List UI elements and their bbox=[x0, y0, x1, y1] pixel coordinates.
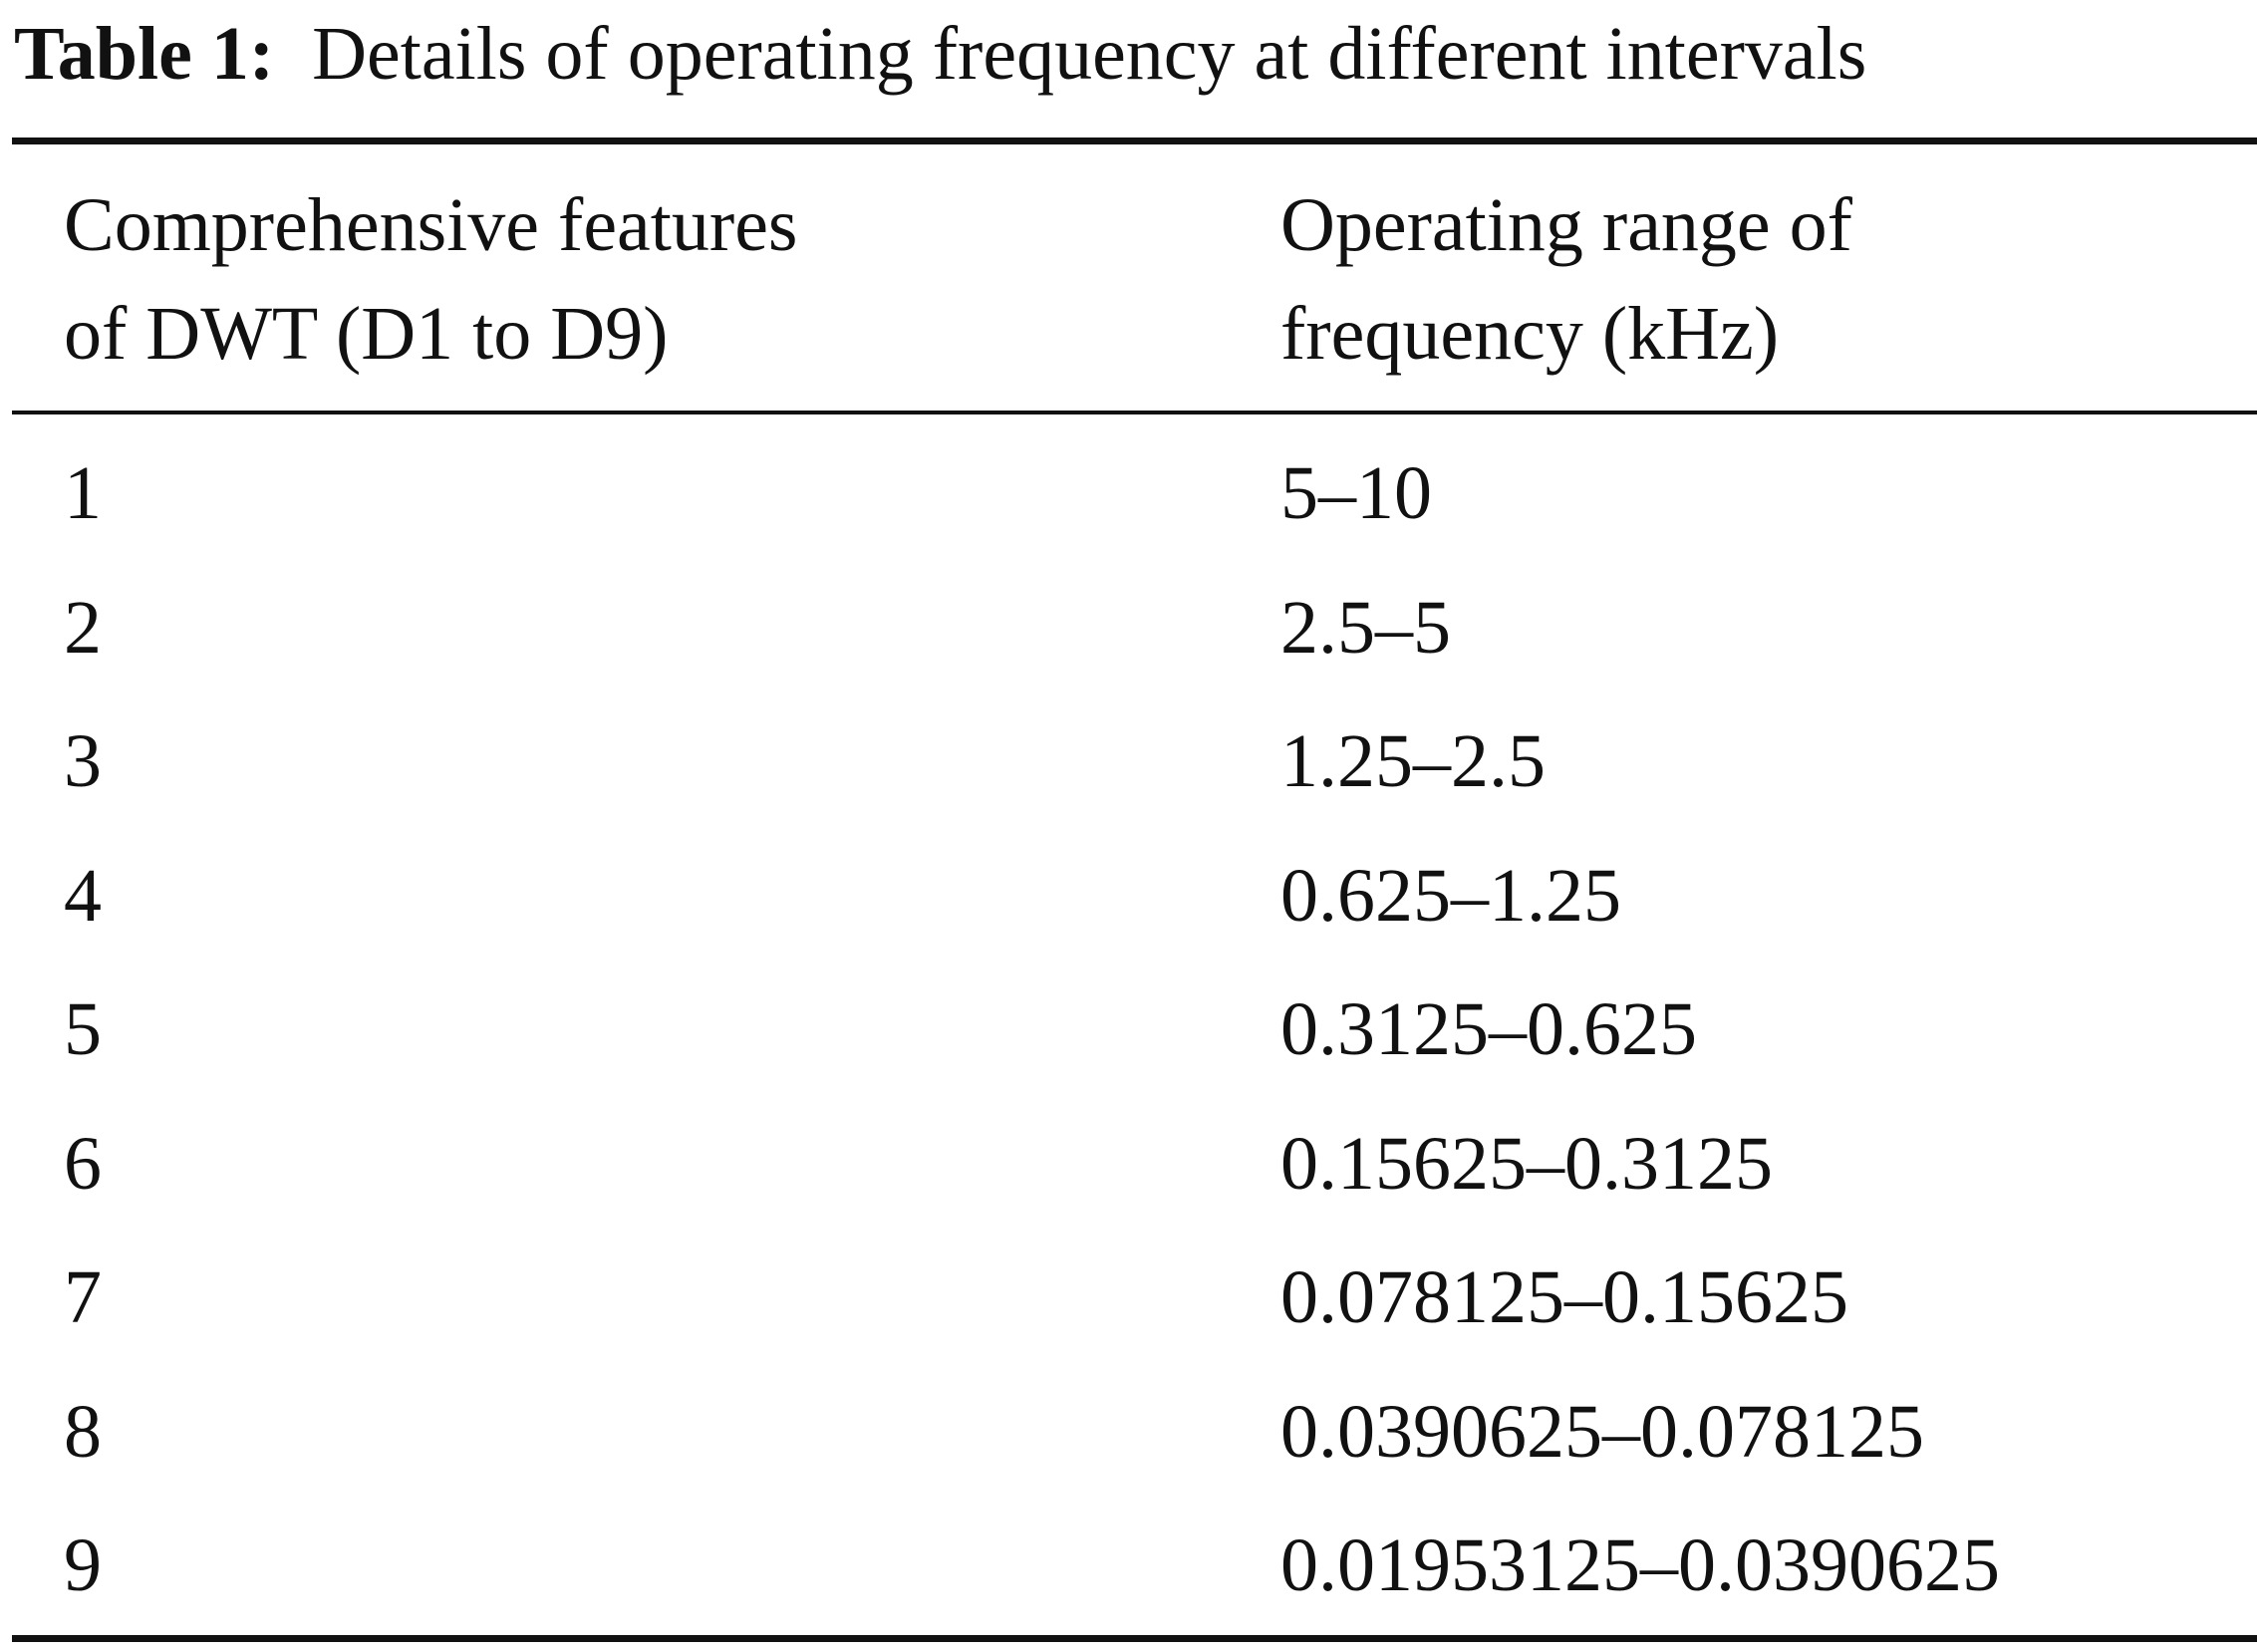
table-cell-frequency: 1.25–2.5 bbox=[1280, 719, 1546, 803]
table-caption: Table 1: Details of operating frequency … bbox=[14, 6, 2246, 102]
table-cell-feature: 9 bbox=[64, 1523, 102, 1607]
table-cell-feature: 5 bbox=[64, 987, 102, 1071]
table-cell-frequency: 2.5–5 bbox=[1280, 585, 1451, 670]
table-cell-frequency: 0.0390625–0.078125 bbox=[1280, 1389, 1924, 1474]
table-cell-feature: 2 bbox=[64, 585, 102, 670]
table-caption-text: Details of operating frequency at differ… bbox=[312, 12, 1867, 96]
table-row: 7 0.078125–0.15625 bbox=[0, 1231, 2257, 1365]
table-cell-frequency: 5–10 bbox=[1280, 451, 1432, 535]
table-top-rule bbox=[12, 138, 2257, 144]
table-bottom-rule bbox=[12, 1635, 2257, 1642]
table-cell-feature: 6 bbox=[64, 1121, 102, 1206]
table-cell-frequency: 0.15625–0.3125 bbox=[1280, 1121, 1773, 1206]
table-cell-frequency: 0.078125–0.15625 bbox=[1280, 1255, 1848, 1339]
table-row: 4 0.625–1.25 bbox=[0, 829, 2257, 964]
column-header-line: of DWT (D1 to D9) bbox=[64, 292, 669, 376]
table-cell-frequency: 0.01953125–0.0390625 bbox=[1280, 1523, 2000, 1607]
table-row: 2 2.5–5 bbox=[0, 561, 2257, 695]
table-cell-frequency: 0.3125–0.625 bbox=[1280, 987, 1697, 1071]
table-cell-frequency: 0.625–1.25 bbox=[1280, 853, 1621, 938]
table-row: 3 1.25–2.5 bbox=[0, 694, 2257, 829]
column-header-frequency-range: Operating range of frequency (kHz) bbox=[1280, 171, 1852, 389]
table-cell-feature: 4 bbox=[64, 853, 102, 938]
table-row: 5 0.3125–0.625 bbox=[0, 963, 2257, 1097]
table-cell-feature: 8 bbox=[64, 1389, 102, 1474]
table-caption-label: Table 1: bbox=[14, 12, 275, 96]
table-row: 8 0.0390625–0.078125 bbox=[0, 1365, 2257, 1500]
table-cell-feature: 3 bbox=[64, 719, 102, 803]
table-header-rule bbox=[12, 411, 2257, 414]
table-cell-feature: 1 bbox=[64, 451, 102, 535]
column-header-line: frequency (kHz) bbox=[1280, 292, 1780, 376]
column-header-dwt-features: Comprehensive features of DWT (D1 to D9) bbox=[64, 171, 798, 389]
column-header-line: Operating range of bbox=[1280, 183, 1852, 267]
table-row: 1 5–10 bbox=[0, 426, 2257, 561]
table-row: 6 0.15625–0.3125 bbox=[0, 1097, 2257, 1232]
table-body: 1 5–10 2 2.5–5 3 1.25–2.5 4 0.625–1.25 5… bbox=[0, 426, 2257, 1633]
column-header-line: Comprehensive features bbox=[64, 183, 798, 267]
table-cell-feature: 7 bbox=[64, 1255, 102, 1339]
table-row: 9 0.01953125–0.0390625 bbox=[0, 1499, 2257, 1633]
